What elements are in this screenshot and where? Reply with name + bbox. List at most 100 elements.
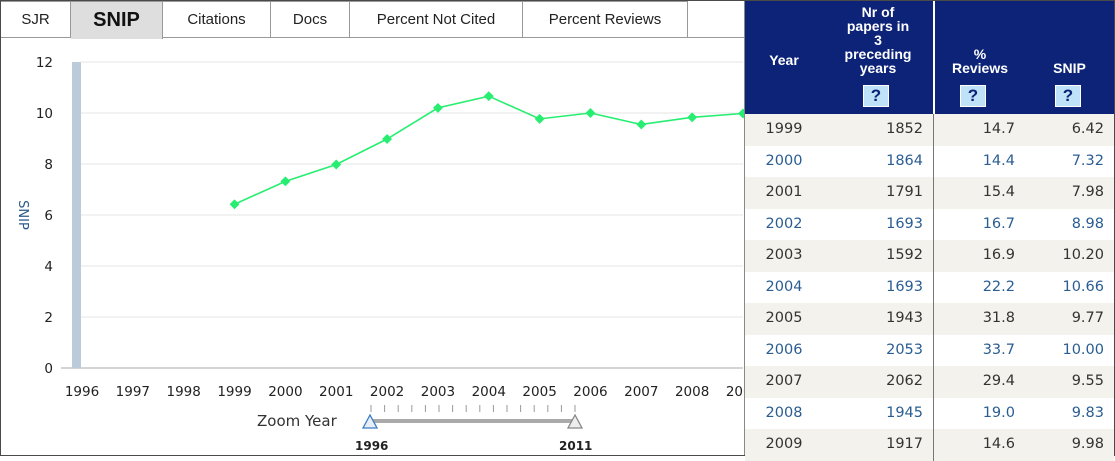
x-tick-label: 2005 [522, 384, 556, 400]
table-body: 1999 1852 14.7 6.42 2000 1864 14.4 7.32 2001 1791… [745, 114, 1114, 461]
papers-cell: 1917 [886, 436, 923, 452]
year-cell: 2002 [765, 215, 803, 232]
snip-data-point[interactable] [382, 134, 393, 144]
table-row: 2006 2053 33.7 10.00 [745, 334, 1114, 366]
snip-cell: 6.42 [1071, 121, 1104, 137]
snip-data-point[interactable] [534, 113, 545, 124]
tab-docs[interactable]: Docs [271, 1, 350, 37]
snip-cell: 8.98 [1071, 215, 1104, 232]
y-tick-label: 10 [36, 106, 53, 122]
reviews-cell: 16.9 [933, 240, 1025, 272]
year-cell: 2005 [765, 310, 803, 326]
papers-cell: 1592 [886, 247, 923, 263]
x-tick-label: 2002 [370, 384, 404, 400]
snip-data-point[interactable] [331, 159, 342, 170]
y-tick-label: 6 [44, 208, 53, 224]
x-tick-label: 2000 [268, 384, 302, 400]
year-cell: 2007 [765, 373, 803, 389]
snip-data-point[interactable] [483, 91, 494, 102]
x-tick-label: 2007 [624, 384, 658, 400]
table-row: 2005 1943 31.8 9.77 [745, 303, 1114, 335]
col-papers-label-4: preceding [844, 46, 912, 62]
papers-help-icon[interactable]: ? [863, 85, 889, 107]
table-row: 2000 1864 14.4 7.32 [745, 145, 1114, 177]
x-tick-label: 1999 [217, 384, 251, 400]
reviews-help-icon[interactable]: ? [960, 85, 986, 107]
snip-cell: 9.77 [1071, 310, 1104, 326]
col-year: Year [745, 1, 823, 114]
zoom-end-year: 2011 [559, 439, 592, 453]
reviews-cell: 16.7 [933, 208, 1025, 240]
tab-percent-not-cited[interactable]: Percent Not Cited [350, 1, 523, 37]
x-tick-label: 2003 [421, 384, 455, 400]
snip-series-line [234, 95, 744, 206]
snip-data-point[interactable] [636, 119, 647, 130]
papers-cell: 1943 [886, 310, 923, 326]
col-papers: Nr of papers in 3 preceding years ? [823, 1, 933, 114]
year-cell: 2006 [765, 341, 803, 358]
col-snip-label: SNIP [1053, 60, 1086, 76]
x-tick-label: 2006 [573, 384, 607, 400]
x-tick-label: 2008 [675, 384, 709, 400]
col-reviews: % Reviews ? [933, 1, 1025, 114]
col-papers-label-3: 3 [874, 32, 882, 48]
col-papers-label-2: papers in [846, 18, 910, 34]
snip-data-point[interactable] [687, 112, 698, 123]
x-tick-label: 1996 [65, 384, 99, 400]
y-tick-label: 0 [44, 361, 53, 377]
snip-data-point[interactable] [280, 176, 291, 187]
year-cell: 2004 [765, 278, 803, 295]
reviews-cell: 14.4 [933, 145, 1025, 177]
metric-tabs: SJR SNIP Citations Docs Percent Not Cite… [1, 1, 744, 39]
x-tick-label: 2001 [319, 384, 353, 400]
snip-data-point[interactable] [229, 199, 240, 210]
papers-cell: 1945 [886, 404, 923, 421]
snip-cell: 7.32 [1071, 152, 1104, 169]
year-cell: 2009 [765, 436, 803, 452]
tab-snip[interactable]: SNIP [71, 1, 163, 39]
y-axis-label: SNIP [15, 200, 30, 230]
zoom-start-year: 1996 [355, 439, 388, 453]
tab-sjr[interactable]: SJR [1, 1, 71, 37]
zoom-start-handle[interactable] [361, 413, 379, 429]
tab-citations[interactable]: Citations [163, 1, 271, 37]
y-tick-label: 4 [44, 259, 53, 275]
x-tick-label: 2009 [726, 384, 744, 400]
snip-cell: 10.00 [1062, 341, 1104, 358]
tab-percent-reviews[interactable]: Percent Reviews [523, 1, 688, 37]
snip-table: Year Nr of papers in 3 preceding years ?… [745, 1, 1114, 461]
snip-line-chart: 0 2 4 6 8 10 12 1996 1997 1998 1999 2000 2001 2002 20… [15, 55, 744, 453]
snip-data-point[interactable] [738, 108, 744, 119]
table-row: 2007 2062 29.4 9.55 [745, 366, 1114, 398]
y-axis-bar [72, 62, 81, 368]
col-papers-label-1: Nr of [861, 4, 895, 20]
reviews-cell: 29.4 [933, 366, 1025, 398]
reviews-cell: 14.7 [933, 114, 1025, 146]
snip-cell: 7.98 [1071, 184, 1104, 200]
y-tick-label: 12 [36, 55, 53, 71]
papers-cell: 1693 [886, 215, 923, 232]
year-cell: 2008 [765, 404, 803, 421]
reviews-cell: 14.6 [933, 429, 1025, 461]
zoom-end-handle[interactable] [566, 413, 584, 429]
snip-cell: 10.66 [1062, 278, 1104, 295]
zoom-year-label: Zoom Year [257, 412, 338, 430]
year-cell: 1999 [765, 121, 803, 137]
papers-cell: 1852 [886, 121, 923, 137]
table-row: 2008 1945 19.0 9.83 [745, 397, 1114, 429]
snip-cell: 9.83 [1071, 404, 1104, 421]
col-year-label: Year [769, 52, 799, 68]
table-row: 2004 1693 22.2 10.66 [745, 271, 1114, 303]
col-reviews-label-1: % [973, 46, 987, 62]
year-cell: 2001 [765, 184, 803, 200]
snip-help-icon[interactable]: ? [1055, 85, 1081, 107]
table-row: 1999 1852 14.7 6.42 [745, 114, 1114, 146]
snip-data-point[interactable] [432, 102, 443, 113]
papers-cell: 2053 [886, 341, 923, 358]
reviews-cell: 31.8 [933, 303, 1025, 335]
snip-data-point[interactable] [585, 108, 596, 118]
snip-cell: 10.20 [1062, 247, 1104, 263]
zoom-year-slider: Zoom Year 1996 2011 [257, 405, 592, 453]
papers-cell: 2062 [886, 373, 923, 389]
